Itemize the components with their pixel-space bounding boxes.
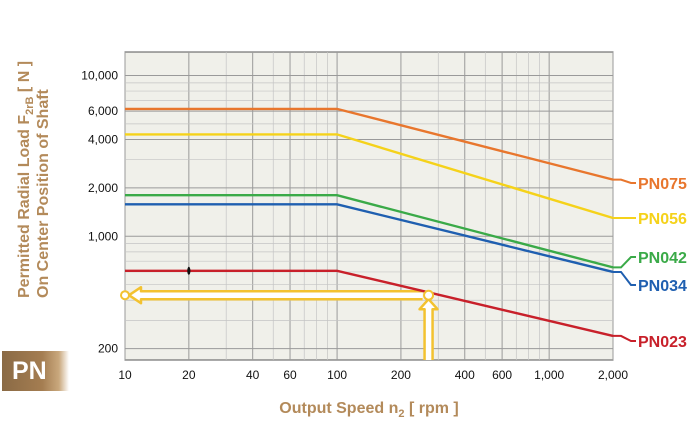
series-label-pn056: PN056	[638, 211, 687, 228]
y-tick-label: 10,000	[81, 68, 118, 82]
series-label-pn034: PN034	[638, 278, 687, 295]
series-line-pn023	[125, 269, 614, 338]
series-lines	[125, 107, 614, 338]
y-tick-label: 6,000	[88, 104, 118, 118]
pn-badge: PN	[2, 351, 69, 391]
x-tick-label: 10	[118, 368, 132, 382]
series-labels: PN075 PN056 PN042 PN034 PN023	[613, 176, 687, 351]
series-line-pn034	[125, 203, 614, 274]
x-tick-label: 100	[327, 368, 347, 382]
intersection-marker	[423, 289, 435, 301]
y-tick-label: 200	[98, 342, 118, 356]
y-tick-label: 2,000	[88, 181, 118, 195]
leader-line-pn042	[613, 256, 636, 269]
x-tick-label: 200	[391, 368, 411, 382]
series-line-pn056	[125, 133, 614, 220]
x-tick-label: 600	[492, 368, 512, 382]
y-tick-label: 1,000	[88, 229, 118, 243]
y-axis-label-line2: On Center Position of Shaft	[35, 89, 52, 298]
x-tick-label: 20	[182, 368, 196, 382]
series-label-pn075: PN075	[638, 176, 687, 193]
y-axis-label: Permitted Radial Load F2rB [ N ]	[16, 60, 37, 298]
small-marker	[187, 266, 191, 275]
series-label-pn042: PN042	[638, 250, 687, 267]
y-tick-label: 4,000	[88, 132, 118, 146]
leader-line-pn034	[613, 270, 636, 286]
y-tick-labels: 200 1,000 2,000 4,000 6,000 10,000	[81, 68, 118, 355]
x-tick-label: 2,000	[598, 368, 628, 382]
plot-area	[124, 51, 614, 361]
leader-line-pn023	[613, 334, 636, 342]
x-tick-label: 400	[455, 368, 475, 382]
x-axis-label: Output Speed n2 [ rpm ]	[279, 400, 458, 420]
series-line-pn075	[125, 107, 614, 181]
x-tick-label: 1,000	[534, 368, 564, 382]
x-tick-label: 60	[283, 368, 297, 382]
series-label-pn023: PN023	[638, 334, 687, 351]
y-reading-marker	[120, 290, 130, 301]
leader-line-pn075	[613, 178, 636, 184]
x-tick-labels: 10 20 40 60 100 200 400 600 1,000 2,000	[118, 368, 628, 382]
grid	[124, 52, 614, 360]
series-line-pn042	[125, 193, 614, 269]
x-tick-label: 40	[246, 368, 260, 382]
